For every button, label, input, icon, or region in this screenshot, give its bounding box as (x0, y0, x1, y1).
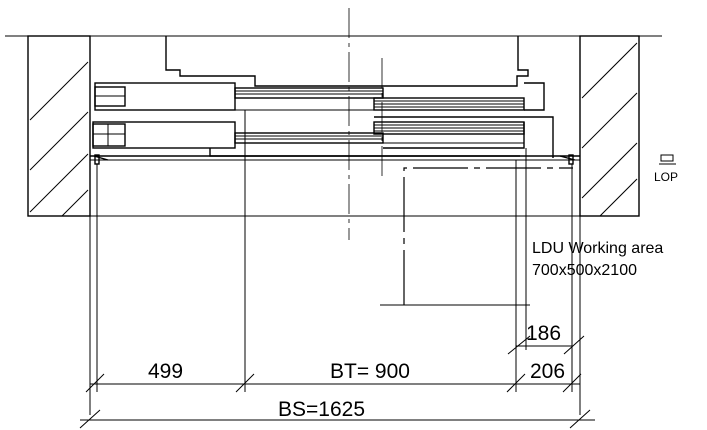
dimension-186-label: 186 (526, 322, 561, 345)
working-area-size: 700x500x2100 (532, 262, 637, 279)
left-wall (27, 35, 91, 217)
upper-door-panels (94, 82, 545, 111)
lower-door-panels (92, 116, 554, 158)
dimension-bs-label: BS=1625 (278, 398, 365, 421)
working-area-title: LDU Working area (532, 240, 663, 257)
dimension-499-label: 499 (148, 360, 183, 383)
dimension-extension-lines (89, 110, 581, 415)
ldu-working-area-outline (403, 167, 573, 305)
lop-symbol (659, 154, 676, 165)
dimension-bt-label: BT= 900 (330, 360, 410, 383)
dimension-shaft (79, 409, 595, 429)
landing-sill (90, 154, 580, 165)
dimension-186 (507, 335, 585, 355)
car-wall-profile (165, 36, 529, 87)
dimension-206-label: 206 (530, 360, 565, 383)
dimension-chain-main (85, 373, 582, 393)
lop-label: LOP (654, 170, 678, 184)
right-wall (579, 35, 640, 217)
